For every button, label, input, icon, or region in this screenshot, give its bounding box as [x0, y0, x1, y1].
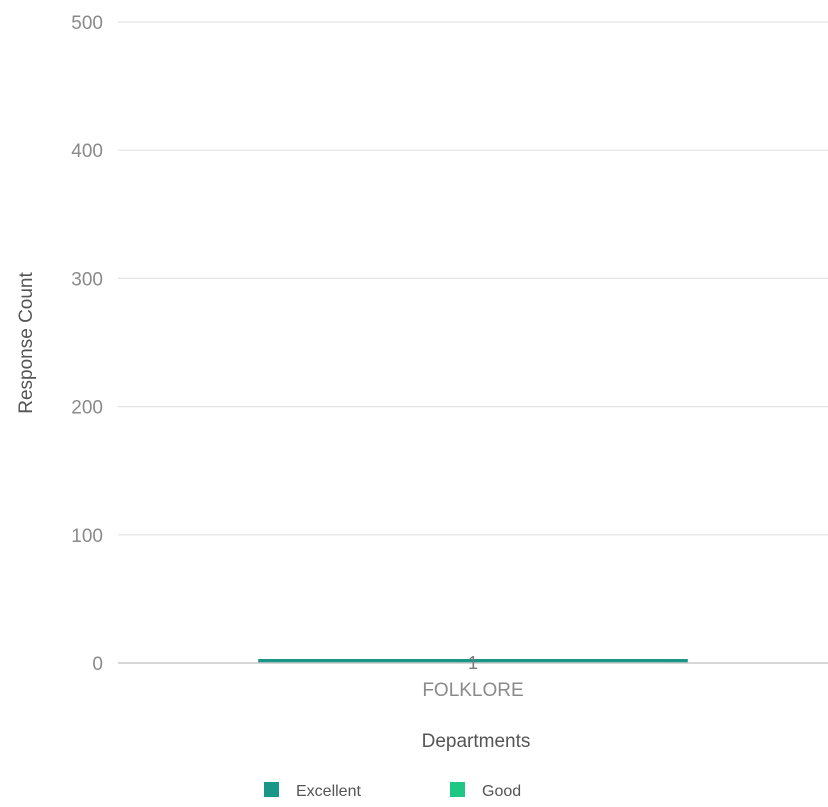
y-tick-label: 100 — [71, 526, 103, 547]
legend-item-excellent[interactable]: Excellent — [264, 782, 361, 800]
legend: Excellent Good — [264, 782, 521, 800]
legend-swatch — [264, 782, 279, 797]
data-labels: 1 — [468, 653, 478, 673]
bar-excellent[interactable] — [258, 659, 688, 663]
legend-item-good[interactable]: Good — [450, 782, 521, 800]
x-axis-title: Departments — [422, 731, 531, 752]
y-tick-label: 200 — [71, 398, 103, 419]
x-axis-ticks: FOLKLORE — [422, 680, 523, 701]
y-tick-label: 0 — [92, 654, 103, 675]
legend-label: Good — [482, 783, 521, 800]
y-tick-label: 400 — [71, 141, 103, 162]
data-label: 1 — [468, 653, 478, 673]
legend-label: Excellent — [296, 783, 361, 800]
bars — [258, 659, 688, 663]
legend-swatch — [450, 782, 465, 797]
y-tick-label: 500 — [71, 13, 103, 34]
y-tick-label: 300 — [71, 269, 103, 290]
y-axis-ticks: 0 100 200 300 400 500 — [71, 13, 103, 675]
y-axis-title: Response Count — [16, 272, 37, 414]
gridlines — [118, 21, 828, 536]
x-tick-label: FOLKLORE — [422, 680, 523, 701]
